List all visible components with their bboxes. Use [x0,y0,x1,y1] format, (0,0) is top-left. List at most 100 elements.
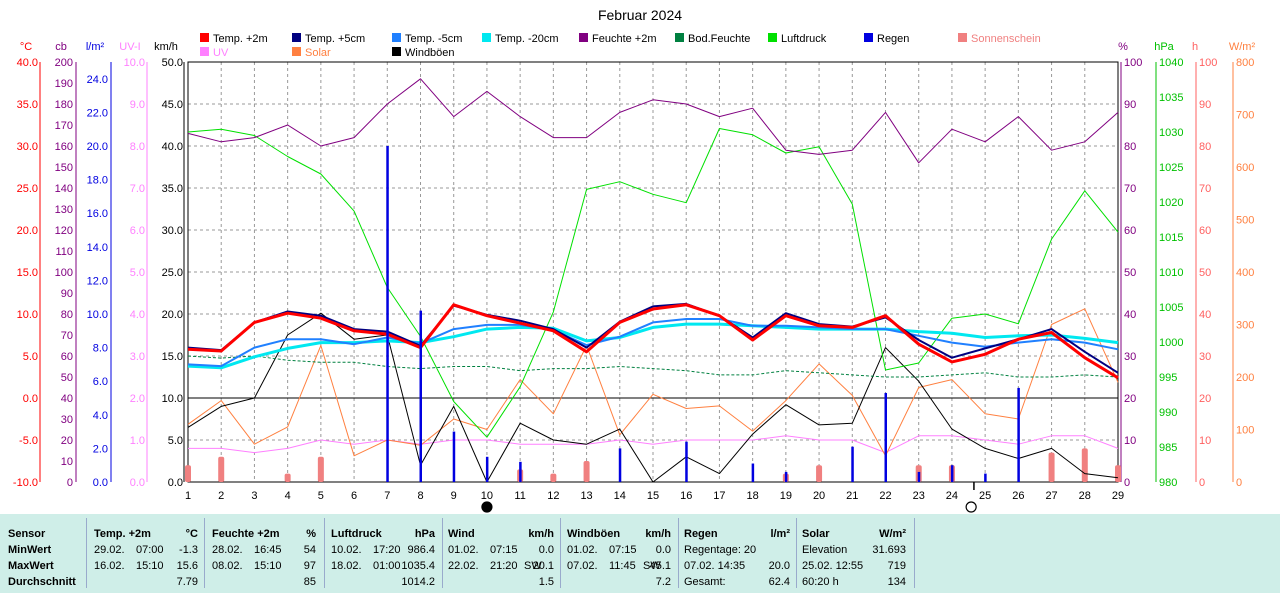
stats-value: 45.1 [649,560,671,572]
stats-windboeen-row: 07.02. 11:45 SW 45.1 [567,560,671,576]
tick-cb: 70 [61,330,73,342]
x-tick-label: 8 [417,490,423,502]
stats-luftdruck-row: 1014.2 [331,576,435,592]
unit-right-0: % [1118,41,1128,53]
stats-time: 07:15 [609,544,637,556]
tick-uv: 7.0 [130,183,145,195]
stats-direction: SW [524,560,542,572]
legend-label-10: Solar [305,47,331,59]
stats-max-label: MaxWert [8,560,54,572]
tick-cb: 150 [55,162,73,174]
stats-value: 31.693 [872,544,906,556]
stats-luftdruck-row: 18.02. 01:00 1035.4 [331,560,435,576]
stats-cell: Gesamt: [684,576,726,588]
unit-left-4: km/h [154,41,178,53]
x-tick-label: 4 [285,490,291,502]
sunshine-bar [816,465,823,482]
tick-humidity: 80 [1124,141,1136,153]
tick-pressure: 980 [1159,477,1177,489]
stats-wind-header: Wind [448,528,475,540]
rain-bar [685,441,688,482]
legend-label-8: Sonnenschein [971,33,1041,45]
tick-sunhours: 90 [1199,99,1211,111]
tick-solar: 700 [1236,110,1254,122]
stats-sensor-header: Sensor [8,528,46,540]
legend-label-3: Temp. -20cm [495,33,559,45]
tick-sunhours: 50 [1199,267,1211,279]
tick-cb: 110 [55,246,73,258]
tick-humidity: 70 [1124,183,1136,195]
series-line-6 [187,128,1119,438]
stats-value: 1035.4 [401,560,435,572]
tick-temp_c: 0.0 [23,393,38,405]
tick-humidity: 60 [1124,225,1136,237]
tick-pressure: 1040 [1159,57,1183,69]
stats-value: 7.79 [176,576,198,588]
x-tick-label: 6 [351,490,357,502]
legend-label-2: Temp. -5cm [405,33,462,45]
stats-date: 22.02. [448,560,479,572]
series-line-0 [187,303,1119,380]
rain-bar [884,392,887,482]
legend-label-11: Windböen [405,47,455,59]
stats-date: 08.02. [212,560,243,572]
tick-sunhours: 30 [1199,351,1211,363]
tick-temp_c: 5.0 [23,351,38,363]
sunshine-bar [317,456,324,482]
stats-wind-row: 22.02. 21:20 SW 20.1 [448,560,554,576]
tick-uv: 8.0 [130,141,145,153]
x-tick-label: 5 [318,490,324,502]
tick-cb: 200 [55,57,73,69]
tick-sunhours: 80 [1199,141,1211,153]
tick-temp_c: 20.0 [17,225,38,237]
stats-regen-row: 07.02. 14:35 20.0 [684,560,790,576]
tick-cb: 50 [61,372,73,384]
stats-value: 1014.2 [401,576,435,588]
legend-swatch [292,33,301,42]
sunshine-bar [185,465,191,482]
legend-label-1: Temp. +5cm [305,33,365,45]
tick-pressure: 995 [1159,372,1177,384]
stats-date: 18.02. [331,560,362,572]
series-line-2 [187,318,1119,368]
stats-time: 15:10 [136,560,164,572]
x-tick-label: 12 [547,490,559,502]
tick-wind: 40.0 [162,141,183,153]
stats-separator [914,518,915,588]
tick-uv: 5.0 [130,267,145,279]
tick-pressure: 985 [1159,442,1177,454]
tick-sunhours: 10 [1199,435,1211,447]
stats-value: 15.6 [176,560,198,572]
tick-uv: 9.0 [130,99,145,111]
tick-rain: 24.0 [87,74,108,86]
x-tick-label: 10 [481,490,493,502]
sunshine-bar [1115,465,1121,482]
legend-swatch [392,33,401,42]
tick-rain: 2.0 [93,443,108,455]
legend-swatch [200,47,209,56]
stats-temp-row: 29.02. 07:00 -1.3 [94,544,198,560]
tick-pressure: 1025 [1159,162,1183,174]
tick-cb: 160 [55,141,73,153]
tick-humidity: 40 [1124,309,1136,321]
rain-bar [386,146,389,482]
stats-direction: SW [643,560,661,572]
stats-regen-row: Regentage: 20 [684,544,790,560]
stats-value: 7.2 [655,576,671,588]
unit-left-3: UV-I [119,41,140,53]
tick-solar: 100 [1236,425,1254,437]
legend-label-5: Bod.Feuchte [688,33,750,45]
rain-bar [618,448,622,482]
tick-uv: 6.0 [130,225,145,237]
legend-label-0: Temp. +2m [213,33,268,45]
tick-humidity: 50 [1124,267,1136,279]
unit-left-0: °C [20,41,32,53]
tick-wind: 20.0 [162,309,183,321]
unit-right-2: h [1192,41,1198,53]
tick-cb: 30 [61,414,73,426]
stats-sensor-column: Sensor MinWert MaxWert Durchschnitt [8,528,88,592]
tick-rain: 22.0 [87,107,108,119]
stats-separator [560,518,561,588]
stats-cell: 60:20 h [802,576,839,588]
tick-humidity: 100 [1124,57,1142,69]
